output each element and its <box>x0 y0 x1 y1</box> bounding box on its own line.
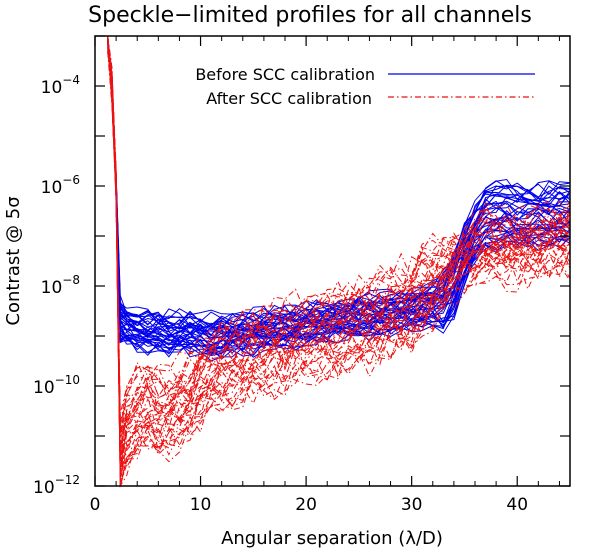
y-axis: 10−12 10−10 10−8 10−6 10−4 <box>33 35 570 498</box>
series-line-after <box>107 42 571 477</box>
series-line-before <box>107 35 571 351</box>
series-line-after <box>107 35 571 472</box>
plot-frame <box>94 35 571 487</box>
series-line-before <box>107 35 571 342</box>
series-line-after <box>107 35 571 433</box>
series-line-after <box>107 43 571 487</box>
series-line-after <box>107 35 571 432</box>
series-line-after <box>107 35 571 487</box>
legend-label-before: Before SCC calibration <box>195 65 375 84</box>
y-tick-label: 10−12 <box>33 473 80 498</box>
y-axis-label: Contrast @ 5σ <box>3 196 24 325</box>
series-layer <box>107 35 571 488</box>
y-tick-label: 10−6 <box>41 173 80 198</box>
x-tick-label: 10 <box>190 495 212 515</box>
series-line-after <box>107 51 571 484</box>
series-line-after <box>107 49 571 483</box>
x-axis-label: Angular separation (λ/D) <box>221 528 443 549</box>
legend: Before SCC calibration After SCC calibra… <box>195 65 535 108</box>
series-line-after <box>107 46 571 460</box>
series-line-after <box>107 35 571 455</box>
series-line-after <box>107 41 571 487</box>
series-line-after <box>107 44 571 434</box>
series-line-after <box>107 35 571 474</box>
series-line-after <box>107 35 571 452</box>
y-tick-label: 10−4 <box>41 73 80 98</box>
series-line-after <box>107 35 571 445</box>
series-line-before <box>107 36 571 335</box>
y-tick-label: 10−10 <box>33 373 80 398</box>
series-line-before <box>107 35 571 331</box>
series-line-after <box>107 49 571 450</box>
series-line-after <box>107 35 571 473</box>
series-line-after <box>107 38 571 414</box>
series-line-before <box>107 41 571 347</box>
series-line-before <box>107 37 571 330</box>
series-line-before <box>107 41 571 356</box>
x-axis: 0 10 20 30 40 <box>90 36 560 515</box>
x-tick-label: 30 <box>401 495 423 515</box>
x-tick-label: 40 <box>506 495 528 515</box>
series-line-before <box>107 37 571 340</box>
series-line-after <box>107 35 571 425</box>
series-line-before <box>107 35 571 339</box>
x-tick-label: 20 <box>295 495 317 515</box>
series-line-after <box>107 35 571 448</box>
series-after <box>107 35 571 488</box>
series-line-after <box>107 35 571 465</box>
series-line-after <box>107 37 571 438</box>
series-line-after <box>107 35 571 480</box>
x-tick-label: 0 <box>90 495 101 515</box>
series-line-after <box>107 52 571 458</box>
series-line-after <box>107 35 571 446</box>
series-line-before <box>107 38 571 329</box>
series-line-before <box>107 35 571 342</box>
series-line-after <box>107 35 571 429</box>
chart-title: Speckle−limited profiles for all channel… <box>88 3 532 28</box>
y-tick-label: 10−8 <box>41 273 80 298</box>
series-line-after <box>107 50 571 465</box>
series-line-after <box>107 35 571 475</box>
series-line-before <box>107 36 571 354</box>
legend-label-after: After SCC calibration <box>206 89 372 108</box>
